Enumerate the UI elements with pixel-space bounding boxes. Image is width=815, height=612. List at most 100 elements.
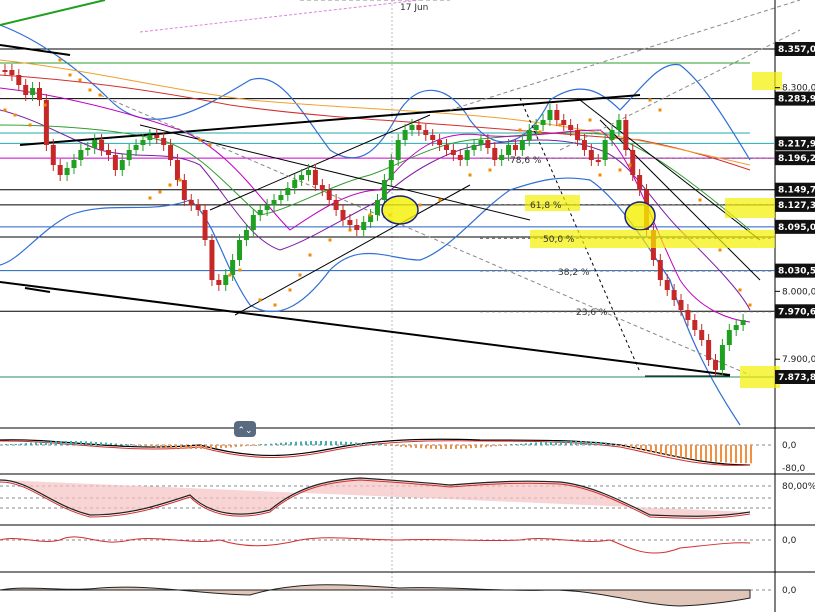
sar-dot bbox=[58, 58, 62, 62]
candle bbox=[506, 145, 512, 155]
candle bbox=[216, 280, 222, 285]
price-tag-label-7: 8.030,5 bbox=[778, 267, 815, 277]
sar-dot bbox=[518, 128, 522, 132]
candle bbox=[285, 188, 291, 195]
candle bbox=[443, 145, 449, 150]
sar-dot bbox=[198, 138, 202, 142]
fib-label-236: 23,6 % bbox=[576, 308, 608, 318]
sar-dot bbox=[308, 253, 312, 257]
candle bbox=[264, 205, 270, 210]
price-tag-4 bbox=[775, 182, 815, 197]
candle bbox=[485, 140, 491, 148]
sar-dot bbox=[88, 88, 92, 92]
price-tag-6 bbox=[775, 219, 815, 234]
candle bbox=[161, 138, 167, 145]
candle bbox=[306, 170, 312, 175]
candle bbox=[361, 222, 367, 230]
price-axis: 8.300,0 8.000,0 7.900,0 8.357,0 8.283,9 8.217… bbox=[775, 42, 815, 384]
sar-dot bbox=[348, 228, 352, 232]
candle bbox=[181, 180, 187, 200]
candle bbox=[423, 130, 429, 135]
sar-dot bbox=[98, 93, 102, 97]
sar-dot bbox=[158, 190, 162, 194]
candle bbox=[575, 130, 581, 140]
candle bbox=[568, 125, 574, 130]
sar-dot bbox=[698, 198, 702, 202]
candle bbox=[23, 85, 29, 95]
price-tick-1: 8.000,0 bbox=[782, 287, 815, 297]
sar-dot bbox=[168, 183, 172, 187]
sar-dot bbox=[288, 288, 292, 292]
price-tag-9 bbox=[775, 370, 815, 384]
panel1-tick-1: -80,0 bbox=[782, 464, 806, 474]
sar-dot bbox=[68, 73, 72, 77]
candle bbox=[450, 150, 456, 155]
sar-dot bbox=[718, 248, 722, 252]
sar-dot bbox=[3, 108, 7, 112]
price-tag-label-4: 8.149,7 bbox=[778, 186, 815, 196]
price-tag-5 bbox=[775, 197, 815, 212]
sar-dot bbox=[418, 203, 422, 207]
sar-dot bbox=[78, 78, 82, 82]
candle bbox=[540, 120, 546, 125]
candle bbox=[168, 145, 174, 160]
candle bbox=[671, 290, 677, 300]
candle bbox=[312, 170, 318, 185]
pink-dashed-trend bbox=[139, 0, 421, 33]
candle bbox=[554, 110, 560, 120]
panel2-tick-0: 80,00% bbox=[782, 482, 815, 492]
candle bbox=[347, 220, 353, 225]
candle bbox=[99, 140, 105, 150]
candle bbox=[126, 150, 132, 160]
sar-dot bbox=[738, 288, 742, 292]
candle bbox=[664, 280, 670, 290]
candle bbox=[733, 325, 739, 330]
candle bbox=[630, 150, 636, 175]
price-tag-2 bbox=[775, 136, 815, 151]
candle bbox=[16, 75, 22, 85]
green-trend bbox=[0, 0, 106, 26]
candle bbox=[381, 180, 387, 200]
price-tag-label-0: 8.357,0 bbox=[778, 45, 815, 55]
price-tag-label-9: 7.873,8 bbox=[778, 373, 815, 383]
sar-dot bbox=[598, 173, 602, 177]
candle bbox=[368, 215, 374, 222]
candle bbox=[257, 210, 263, 215]
sar-dot bbox=[648, 98, 652, 102]
candle bbox=[588, 150, 594, 160]
price-tick-0: 8.300,0 bbox=[782, 84, 815, 94]
candle bbox=[119, 160, 125, 170]
candle bbox=[561, 120, 567, 125]
candle bbox=[105, 150, 111, 155]
candle bbox=[609, 130, 615, 140]
sar-dot bbox=[13, 113, 17, 117]
candle bbox=[9, 70, 15, 75]
candle bbox=[526, 130, 532, 140]
candle bbox=[699, 330, 705, 340]
sar-dot bbox=[328, 238, 332, 242]
candle bbox=[437, 140, 443, 145]
candle bbox=[326, 190, 332, 200]
indicator-panel-4 bbox=[0, 584, 775, 607]
candle bbox=[78, 150, 84, 160]
panel-separators bbox=[0, 427, 815, 573]
sar-dot bbox=[273, 303, 277, 307]
sar-dot bbox=[238, 268, 242, 272]
panel-collapse-handle[interactable]: ⌃⌄ bbox=[234, 421, 256, 437]
candle bbox=[154, 135, 160, 138]
candle bbox=[409, 125, 415, 130]
sar-dot bbox=[228, 273, 232, 277]
candle bbox=[36, 88, 42, 100]
candle bbox=[278, 195, 284, 200]
candle bbox=[64, 168, 70, 175]
candle bbox=[519, 140, 525, 150]
price-tag-3 bbox=[775, 151, 815, 166]
sar-dot bbox=[618, 168, 622, 172]
candle bbox=[375, 200, 380, 215]
candle bbox=[595, 160, 601, 162]
candle bbox=[512, 145, 518, 150]
sar-dot bbox=[43, 103, 47, 107]
candle bbox=[271, 200, 277, 205]
candle bbox=[85, 148, 91, 150]
panel4-tick-0: 0,0 bbox=[782, 586, 797, 596]
